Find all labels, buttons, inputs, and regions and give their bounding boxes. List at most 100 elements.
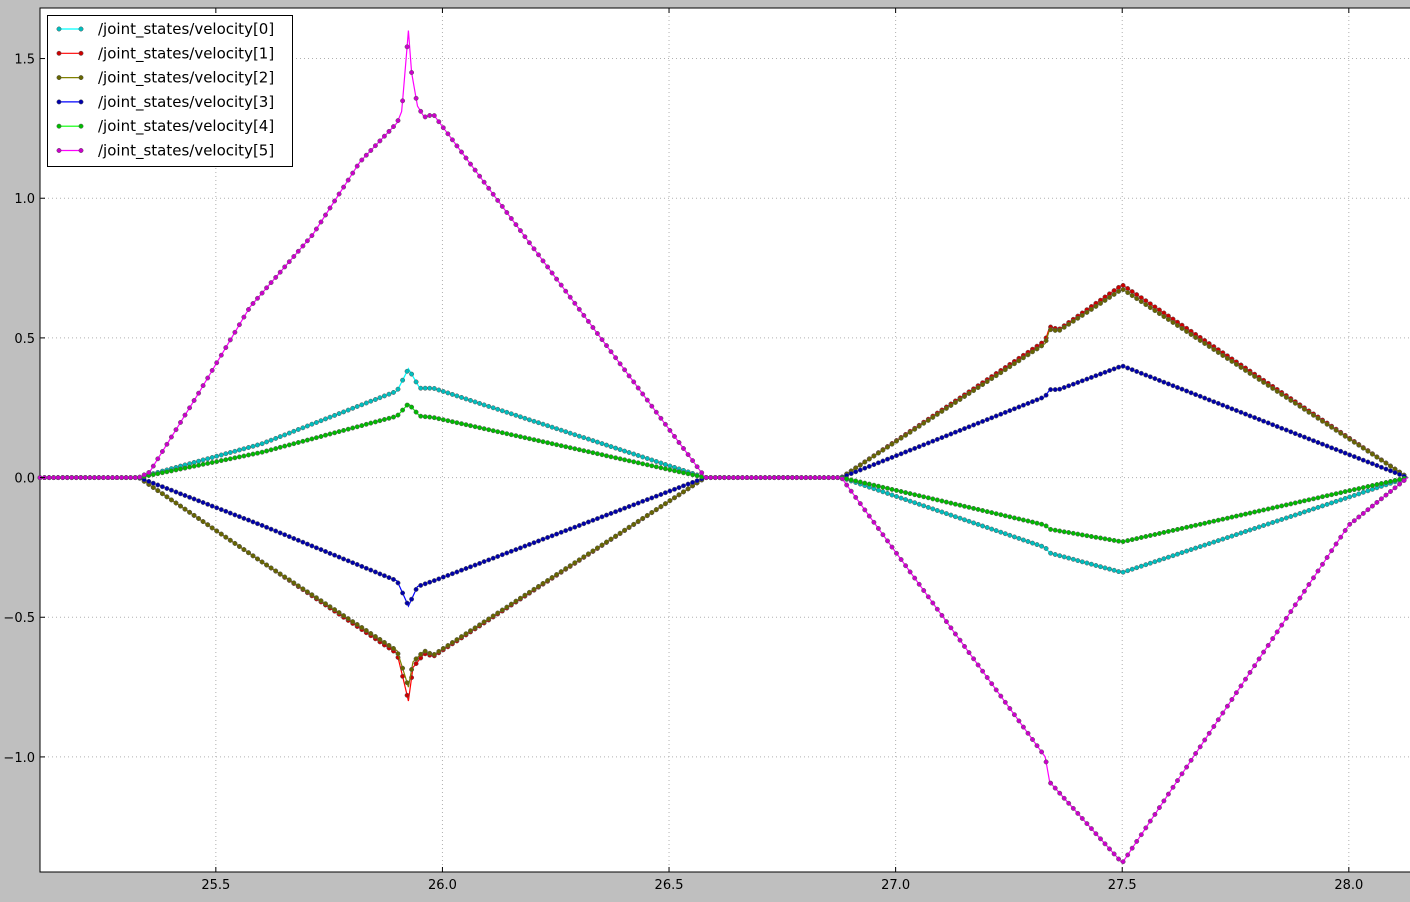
data-point [259,559,265,565]
data-point [930,438,936,444]
legend-box [47,15,293,167]
data-point [966,650,972,656]
data-point [440,389,446,394]
data-point [368,148,374,153]
data-point [128,475,134,481]
data-point [1052,527,1058,533]
data-point [196,458,202,464]
data-point [341,409,347,415]
data-point [622,527,628,533]
data-point [567,294,573,300]
data-point [531,437,537,443]
data-point [1152,532,1158,537]
data-point [1306,409,1312,415]
data-point [921,494,927,500]
data-point [196,498,202,504]
data-point [73,475,79,481]
data-point [975,385,981,391]
data-point [1102,369,1108,375]
legend-label-3: /joint_states/velocity[3] [98,93,274,112]
data-point [1030,540,1035,546]
data-point [463,396,469,402]
data-point [214,505,220,511]
data-point [264,524,270,530]
data-point [495,554,501,559]
data-point [1193,522,1199,528]
data-point [1374,482,1380,487]
data-point [925,440,931,446]
legend-marker [56,148,62,153]
data-point [975,662,981,668]
data-point [1102,297,1108,303]
data-point [1002,699,1008,705]
data-point [807,475,813,481]
data-point [1011,515,1017,521]
data-point [1324,501,1330,507]
y-tick-label: 1.5 [14,53,35,68]
data-point [168,487,174,493]
data-point [676,492,682,498]
data-point [1233,408,1239,413]
data-point [436,648,442,654]
data-point [1138,299,1144,305]
data-point [1229,697,1235,702]
data-point [300,243,306,249]
data-point [685,471,691,477]
data-point [513,222,519,228]
data-point [658,492,664,497]
data-point [1116,569,1122,575]
data-point [594,516,600,522]
data-point [418,413,424,419]
data-point [939,408,945,414]
data-point [236,544,242,549]
data-point [468,397,473,403]
data-point [1383,480,1389,485]
data-point [1365,448,1371,454]
data-point [277,434,283,440]
data-point [259,290,265,296]
data-point [255,556,260,562]
data-point [984,379,990,385]
data-point [1179,326,1185,331]
data-point [921,420,927,426]
data-point [1360,457,1366,463]
data-point [178,466,183,472]
data-point [1066,321,1072,327]
data-point [350,170,356,176]
data-point [817,475,822,481]
data-point [395,118,401,124]
data-point [517,228,523,234]
data-point [250,301,256,306]
data-point [304,238,310,244]
data-point [1066,800,1072,806]
data-point [576,523,582,528]
data-point [921,442,927,448]
data-point [1084,821,1090,827]
data-point [1156,377,1162,383]
data-point [246,550,251,556]
data-point [1088,826,1094,832]
data-point [984,509,990,515]
data-point [962,503,967,509]
data-point [400,377,406,383]
data-point [1143,562,1149,568]
data-point [1039,749,1045,755]
data-point [866,481,872,487]
data-point [1383,460,1389,466]
data-point [1129,537,1135,543]
data-point [907,491,913,497]
data-point [744,475,750,481]
data-point [295,440,301,445]
data-point [1265,642,1271,648]
data-point [454,637,460,643]
data-point [1369,451,1375,457]
data-point [1279,503,1285,509]
data-point [323,416,328,422]
data-point [69,475,75,481]
data-point [948,403,954,408]
data-point [264,562,270,568]
legend-label-0: /joint_states/velocity[0] [98,20,274,39]
data-point [1129,293,1135,299]
data-point [1224,515,1230,521]
data-point [1111,366,1117,372]
